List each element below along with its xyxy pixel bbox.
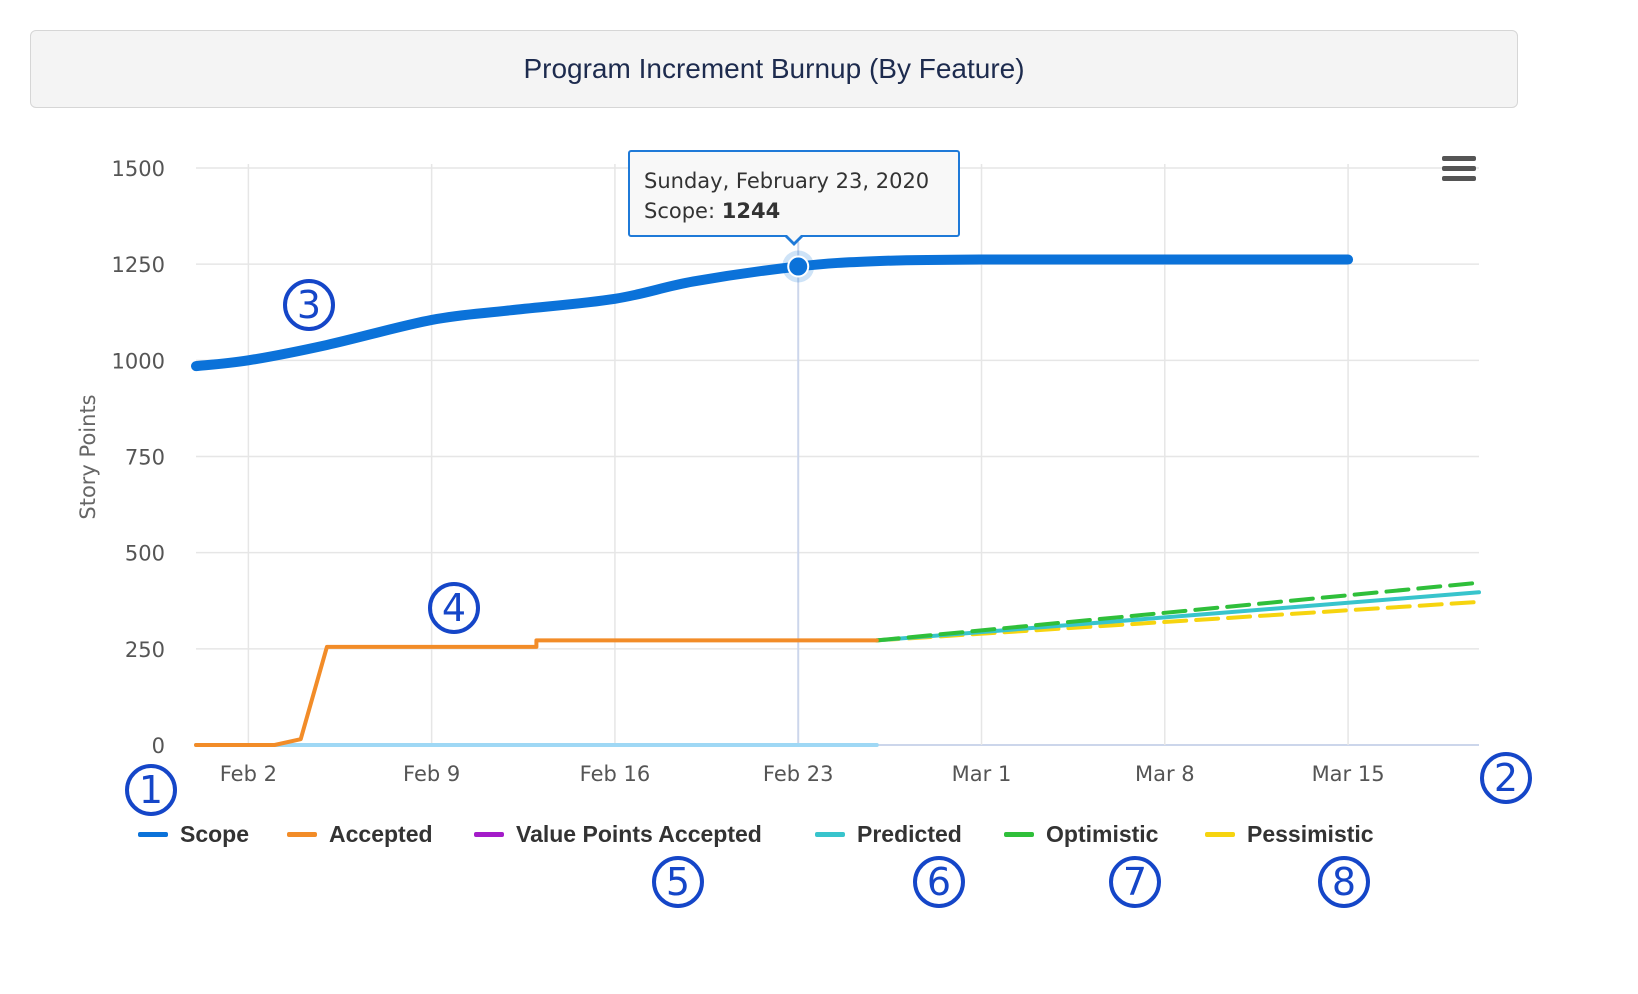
scope-tooltip: Sunday, February 23, 2020 Scope: 1244	[628, 150, 960, 237]
y-axis-title: Story Points	[76, 394, 100, 519]
chart-title: Program Increment Burnup (By Feature)	[523, 53, 1025, 84]
y-tick-label: 250	[125, 638, 165, 662]
chart-menu-icon[interactable]	[1440, 156, 1478, 186]
series-line-optimistic	[874, 580, 1481, 643]
x-tick-label: Mar 1	[952, 762, 1012, 786]
callout-marker-8: 8	[1318, 856, 1370, 908]
y-tick-label: 1250	[112, 253, 165, 277]
callout-marker-6: 6	[913, 856, 965, 908]
tooltip-label: Scope:	[644, 199, 722, 223]
tooltip-value: 1244	[721, 199, 781, 223]
y-tick-label: 500	[125, 542, 165, 566]
x-tick-label: Feb 9	[403, 762, 460, 786]
tooltip-value-line: Scope: 1244	[644, 196, 958, 226]
legend-item-scope[interactable]: Scope	[138, 818, 249, 850]
chart-title-box: Program Increment Burnup (By Feature)	[30, 30, 1518, 108]
legend-label-value-points: Value Points Accepted	[516, 820, 762, 847]
y-tick-label: 750	[125, 446, 165, 470]
x-tick-label: Feb 16	[580, 762, 651, 786]
x-tick-label: Feb 2	[220, 762, 277, 786]
legend-label-accepted: Accepted	[329, 820, 433, 847]
x-tick-label: Feb 23	[763, 762, 834, 786]
legend-label-predicted: Predicted	[857, 820, 962, 847]
legend-item-optimistic[interactable]: Optimistic	[1004, 818, 1158, 850]
legend-label-pessimistic: Pessimistic	[1247, 820, 1374, 847]
legend-swatch-value-points	[474, 831, 504, 837]
legend-swatch-optimistic	[1004, 831, 1034, 837]
y-tick-label: 0	[152, 734, 165, 758]
callout-marker-4: 4	[428, 582, 480, 634]
callout-marker-2: 2	[1480, 752, 1532, 804]
x-tick-label: Mar 15	[1312, 762, 1385, 786]
legend-swatch-pessimistic	[1205, 831, 1235, 837]
legend-item-predicted[interactable]: Predicted	[815, 818, 962, 850]
legend-label-scope: Scope	[180, 820, 250, 847]
legend-swatch-scope	[138, 831, 168, 837]
callout-marker-3: 3	[283, 279, 335, 331]
tooltip-arrow-inner	[786, 234, 802, 242]
y-tick-label: 1500	[112, 157, 165, 181]
legend-label-optimistic: Optimistic	[1046, 820, 1159, 847]
callout-marker-7: 7	[1109, 856, 1161, 908]
legend-item-accepted[interactable]: Accepted	[287, 818, 433, 850]
y-tick-label: 1000	[112, 349, 165, 373]
highlight-point	[787, 255, 810, 278]
callout-marker-1: 1	[125, 764, 177, 816]
series-line-accepted	[194, 638, 879, 747]
legend-item-value-points[interactable]: Value Points Accepted	[474, 818, 762, 850]
series-line-predicted	[874, 590, 1481, 643]
tooltip-date: Sunday, February 23, 2020	[644, 169, 930, 193]
legend-item-pessimistic[interactable]: Pessimistic	[1205, 818, 1374, 850]
x-tick-label: Mar 8	[1135, 762, 1195, 786]
callout-marker-5: 5	[652, 856, 704, 908]
series-line-scope	[191, 254, 1354, 372]
legend-swatch-predicted	[815, 831, 845, 837]
legend-swatch-accepted	[287, 831, 317, 837]
